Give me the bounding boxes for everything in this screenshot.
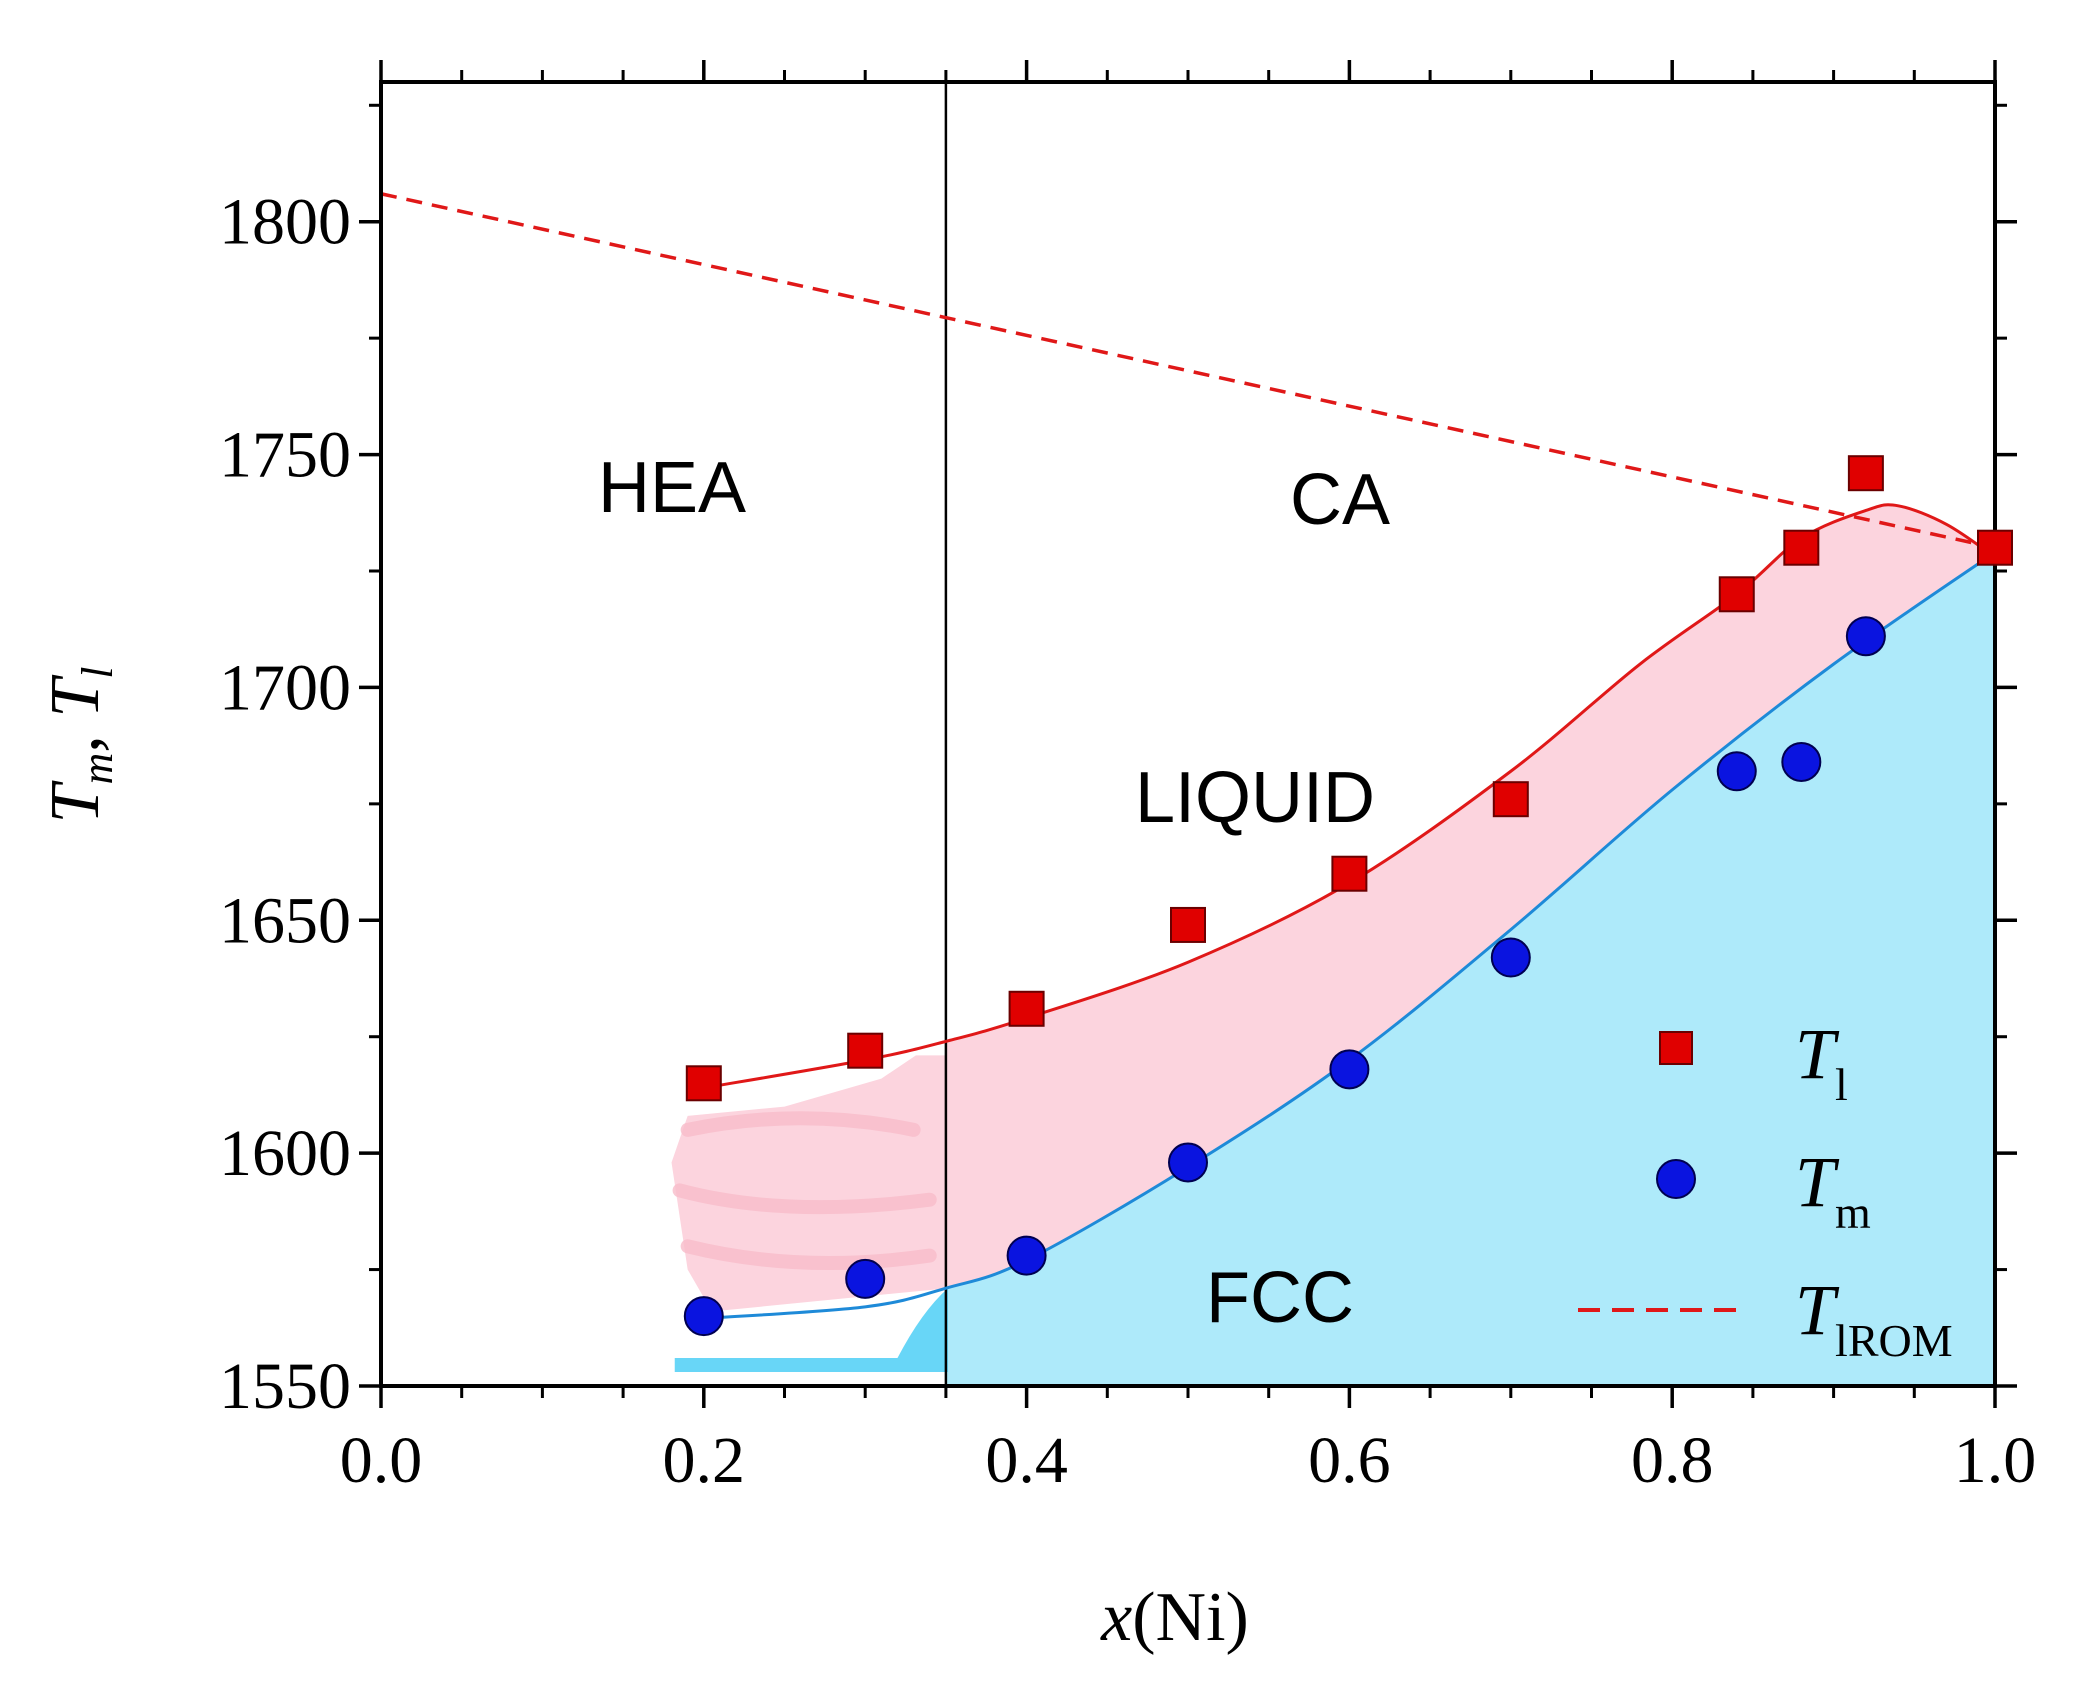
legend-marker-tl [1659,1031,1693,1065]
tl-data-point [1783,529,1820,566]
legend-marker-tm [1656,1159,1696,1199]
hand-pink-stroke-3 [680,1239,937,1271]
tl-data-point [1170,906,1206,943]
legend: Tl Tm TlROM [1578,1014,1953,1366]
phase-region-fills [945,504,1995,1386]
tm-data-point [845,1258,886,1299]
region-label-fcc: FCC [1206,1258,1354,1338]
hand-drawn-shading [671,1055,948,1373]
tl-data-point [1492,781,1529,818]
tl-data-point [685,1065,722,1102]
y-tick-label: 1650 [219,884,351,957]
y-tick-label: 1750 [219,419,351,492]
x-tick-label: 0.6 [1308,1424,1391,1497]
hand-pink-stroke-2 [672,1183,937,1215]
y-tick-label: 1800 [219,186,351,259]
tm-data-point [1329,1049,1370,1090]
tl-data-point [1847,455,1884,492]
x-tick-label: 1.0 [1954,1424,2037,1497]
legend-label-tlrom: TlROM [1795,1270,1953,1366]
tm-data-point [1168,1142,1208,1183]
tm-data-point [1006,1235,1047,1276]
liquidus-fit-line [703,503,1996,1090]
region-label-hea: HEA [598,448,746,528]
y-tick-label: 1700 [219,651,351,724]
tm-data-point [1845,616,1886,657]
data-markers [683,455,2013,1337]
y-tick-label: 1550 [219,1350,351,1423]
tl-data-point [1977,529,2013,566]
legend-label-tl: Tl [1795,1014,1848,1110]
tl-data-point [847,1032,884,1069]
tm-data-point [1490,937,1531,978]
tm-data-point [1781,741,1822,782]
tl-data-point [1718,576,1755,613]
y-tick-label: 1600 [219,1117,351,1190]
tm-data-point [683,1296,724,1337]
hand-blue-shading [674,1288,948,1373]
x-tick-label: 0.8 [1631,1424,1714,1497]
axes-frame: 0.0 0.2 0.4 0.6 0.8 1.0 1550 1600 1650 1700 1750 18… [219,60,2036,1497]
tlrom-dashed-line [380,192,1996,550]
hand-pink-stroke-1 [680,1111,921,1137]
tl-data-point [1008,990,1045,1027]
liquid-region-fill [945,504,1995,1289]
tm-data-point [1716,751,1757,792]
fcc-region-fill [945,552,1995,1386]
x-tick-label: 0.4 [985,1424,1068,1497]
legend-label-tm: Tm [1795,1142,1871,1238]
x-tick-label: 0.0 [340,1424,423,1497]
x-axis-title: x(Ni) [1100,1579,1249,1656]
region-label-liquid: LIQUID [1135,758,1375,838]
x-tick-label: 0.2 [663,1424,746,1497]
y-axis-title: Tm, Tl [37,667,122,824]
tl-data-point [1331,855,1368,892]
region-label-ca: CA [1290,460,1390,540]
